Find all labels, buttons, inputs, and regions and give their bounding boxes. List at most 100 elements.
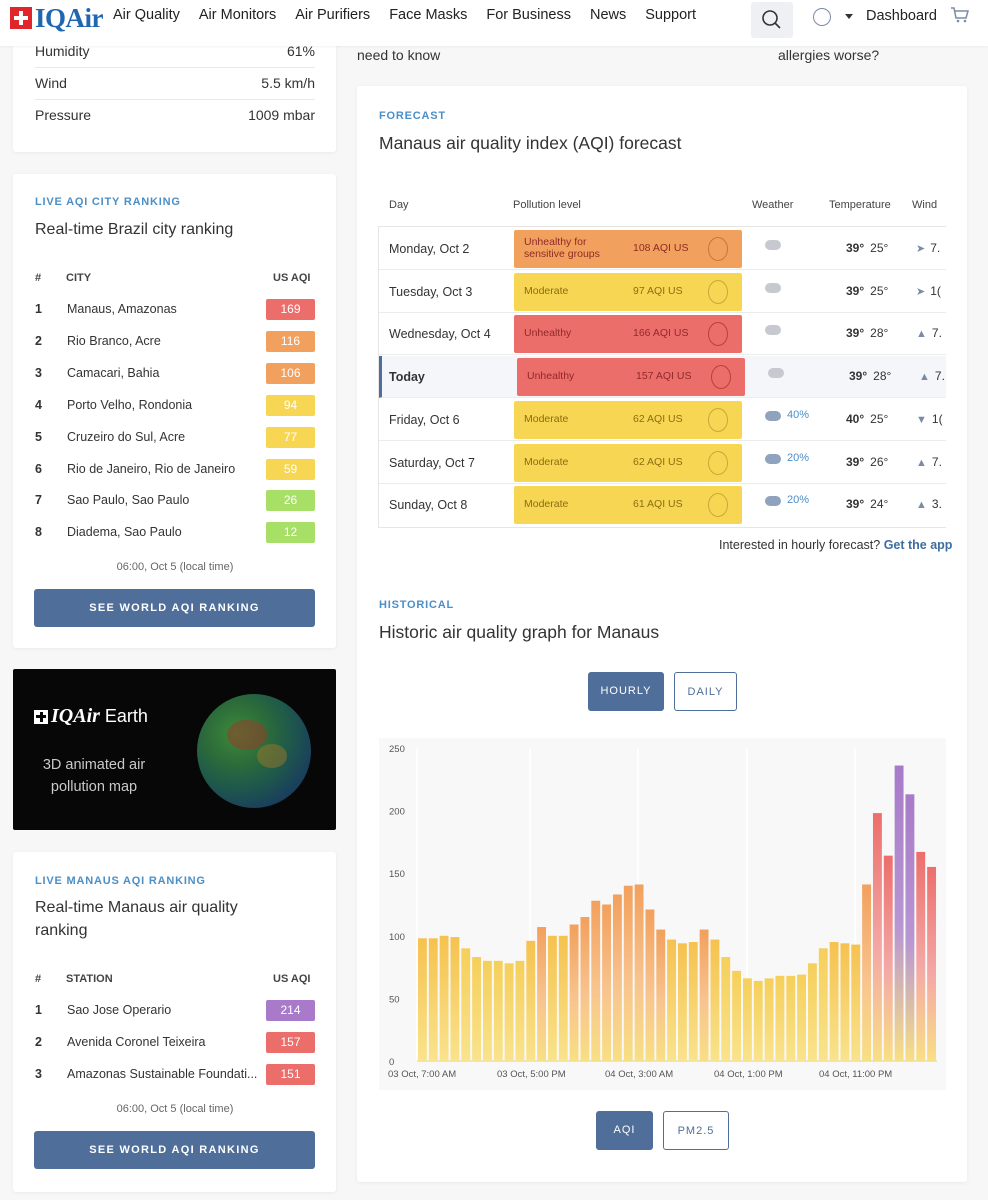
chart-bar[interactable] xyxy=(547,935,557,1061)
city-name[interactable]: Sao Paulo, Sao Paulo xyxy=(67,493,190,508)
chevron-down-icon[interactable] xyxy=(845,14,853,19)
chart-bar[interactable] xyxy=(851,944,861,1061)
dashboard-link[interactable]: Dashboard xyxy=(866,8,937,24)
city-ranking-row[interactable]: 6 Rio de Janeiro, Rio de Janeiro 59 xyxy=(35,458,315,481)
city-name[interactable]: Cruzeiro do Sul, Acre xyxy=(67,429,186,444)
chart-bar[interactable] xyxy=(504,963,514,1061)
station-name[interactable]: Avenida Coronel Teixeira xyxy=(67,1035,206,1049)
station-ranking-row[interactable]: 1 Sao Jose Operario 214 xyxy=(35,1000,315,1022)
face-icon xyxy=(708,322,728,347)
chart-bar[interactable] xyxy=(732,970,742,1061)
nav-link-for-business[interactable]: For Business xyxy=(486,7,571,23)
city-ranking-row[interactable]: 4 Porto Velho, Rondonia 94 xyxy=(35,394,315,417)
cart-icon[interactable] xyxy=(950,6,970,29)
chart-bar[interactable] xyxy=(634,884,644,1061)
nav-link-air-quality[interactable]: Air Quality xyxy=(113,7,180,23)
nav-link-air-purifiers[interactable]: Air Purifiers xyxy=(295,7,371,23)
daily-toggle-button[interactable]: DAILY xyxy=(674,672,737,711)
get-the-app-link[interactable]: Get the app xyxy=(883,538,953,552)
city-ranking-row[interactable]: 8 Diadema, Sao Paulo 12 xyxy=(35,522,315,544)
iqair-logo[interactable]: IQAir xyxy=(10,3,104,33)
wind-speed: 7. xyxy=(930,241,941,255)
chart-bar[interactable] xyxy=(428,938,438,1061)
station-name[interactable]: Sao Jose Operario xyxy=(67,1003,172,1017)
globe-icon[interactable] xyxy=(813,8,831,26)
city-name[interactable]: Diadema, Sao Paulo xyxy=(67,525,182,540)
chart-bar[interactable] xyxy=(515,960,525,1061)
col-city: CITY xyxy=(66,272,92,284)
hourly-toggle-button[interactable]: HOURLY xyxy=(588,672,664,711)
chart-bar[interactable] xyxy=(818,948,828,1061)
city-ranking-row[interactable]: 2 Rio Branco, Acre 116 xyxy=(35,330,315,353)
see-world-ranking-button[interactable]: SEE WORLD AQI RANKING xyxy=(34,589,315,627)
chart-bar[interactable] xyxy=(688,942,698,1061)
chart-bar[interactable] xyxy=(439,935,449,1061)
iqair-earth-banner[interactable]: IQAir Earth 3D animated air pollution ma… xyxy=(13,669,336,830)
chart-bar[interactable] xyxy=(493,960,503,1061)
chart-bar[interactable] xyxy=(894,765,904,1061)
chart-bar[interactable] xyxy=(602,904,612,1062)
chart-bar[interactable] xyxy=(537,927,547,1061)
chart-bar[interactable] xyxy=(450,937,460,1061)
city-name[interactable]: Camacari, Bahia xyxy=(67,365,160,380)
chart-bar[interactable] xyxy=(623,885,633,1061)
chart-bar[interactable] xyxy=(916,851,926,1061)
temp-low: 28° xyxy=(873,369,892,384)
chart-bar[interactable] xyxy=(699,929,709,1061)
article-title-snippet[interactable]: need to know xyxy=(357,47,441,63)
chart-bar[interactable] xyxy=(645,909,655,1061)
chart-bar[interactable] xyxy=(840,943,850,1061)
station-ranking-row[interactable]: 2 Avenida Coronel Teixeira 157 xyxy=(35,1032,315,1054)
station-name[interactable]: Amazonas Sustainable Foundati... xyxy=(67,1067,258,1081)
chart-bar[interactable] xyxy=(753,980,763,1061)
chart-bar[interactable] xyxy=(526,940,536,1061)
chart-bar[interactable] xyxy=(883,855,893,1061)
chart-bar[interactable] xyxy=(677,943,687,1061)
city-ranking-row[interactable]: 7 Sao Paulo, Sao Paulo 26 xyxy=(35,490,315,512)
city-name[interactable]: Rio de Janeiro, Rio de Janeiro xyxy=(67,461,236,476)
chart-bar[interactable] xyxy=(807,963,817,1061)
chart-bar[interactable] xyxy=(710,939,720,1061)
chart-bar[interactable] xyxy=(872,813,882,1061)
pm25-metric-button[interactable]: PM2.5 xyxy=(663,1111,729,1150)
chart-bar[interactable] xyxy=(786,975,796,1061)
chart-bar[interactable] xyxy=(667,939,677,1061)
chart-bar[interactable] xyxy=(569,924,579,1061)
chart-bar[interactable] xyxy=(461,948,471,1061)
city-ranking-row[interactable]: 3 Camacari, Bahia 106 xyxy=(35,362,315,385)
city-ranking-row[interactable]: 5 Cruzeiro do Sul, Acre 77 xyxy=(35,426,315,449)
forecast-day: Wednesday, Oct 4 xyxy=(389,327,491,342)
search-button[interactable] xyxy=(751,2,793,38)
station-ranking-row[interactable]: 3 Amazonas Sustainable Foundati... 151 xyxy=(35,1064,315,1086)
nav-link-air-monitors[interactable]: Air Monitors xyxy=(198,7,277,23)
chart-bar[interactable] xyxy=(829,942,839,1061)
chart-bar[interactable] xyxy=(721,957,731,1061)
nav-link-news[interactable]: News xyxy=(589,7,627,23)
chart-bar[interactable] xyxy=(656,929,666,1061)
nav-link-support[interactable]: Support xyxy=(645,7,697,23)
city-ranking-row[interactable]: 1 Manaus, Amazonas 169 xyxy=(35,299,315,321)
chart-bar[interactable] xyxy=(472,957,482,1061)
chart-bar[interactable] xyxy=(580,917,590,1061)
chart-bar[interactable] xyxy=(764,978,774,1061)
chart-bar[interactable] xyxy=(797,974,807,1061)
chart-bar[interactable] xyxy=(612,894,622,1061)
city-name[interactable]: Rio Branco, Acre xyxy=(67,333,161,348)
chart-bar[interactable] xyxy=(417,938,427,1061)
chart-bar[interactable] xyxy=(591,900,601,1061)
chart-bar[interactable] xyxy=(905,794,915,1061)
chart-bar[interactable] xyxy=(927,866,937,1061)
nav-link-face-masks[interactable]: Face Masks xyxy=(389,7,468,23)
forecast-row: Wednesday, Oct 4 Unhealthy 166 AQI US 39° 28… xyxy=(379,313,946,356)
hourly-forecast-prompt: Interested in hourly forecast? Get the a… xyxy=(719,538,952,552)
article-title-snippet-2[interactable]: allergies worse? xyxy=(778,47,880,63)
city-name[interactable]: Porto Velho, Rondonia xyxy=(67,397,193,412)
chart-bar[interactable] xyxy=(742,978,752,1061)
see-world-ranking-button-2[interactable]: SEE WORLD AQI RANKING xyxy=(34,1131,315,1169)
chart-bar[interactable] xyxy=(482,960,492,1061)
chart-bar[interactable] xyxy=(862,884,872,1061)
city-name[interactable]: Manaus, Amazonas xyxy=(67,302,177,316)
chart-bar[interactable] xyxy=(558,935,568,1061)
aqi-metric-button[interactable]: AQI xyxy=(596,1111,653,1150)
chart-bar[interactable] xyxy=(775,975,785,1061)
